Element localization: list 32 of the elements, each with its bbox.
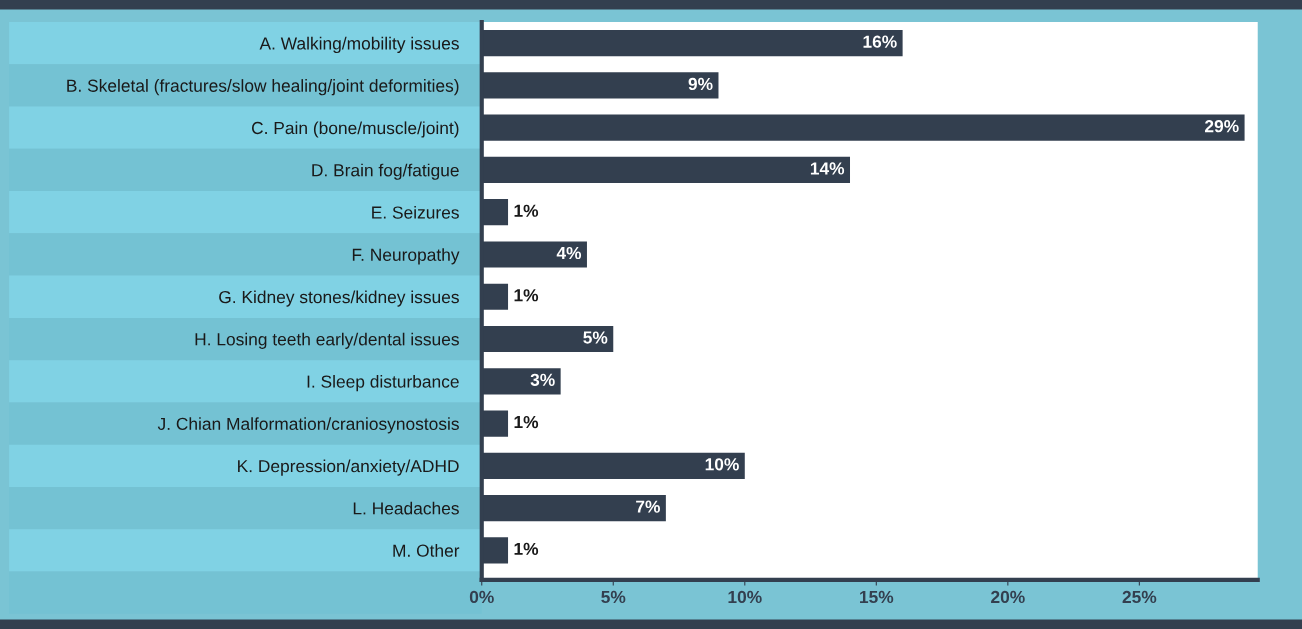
x-tick-label: 20% bbox=[991, 590, 1025, 604]
x-tick-label: 0% bbox=[469, 590, 494, 604]
y-tick-label: C. Pain (bone/muscle/joint) bbox=[251, 121, 459, 138]
data-label: 7% bbox=[636, 500, 660, 513]
data-label: 14% bbox=[810, 162, 845, 175]
y-tick-label: M. Other bbox=[393, 544, 460, 557]
y-tick-label: F. Neuropathy bbox=[352, 248, 460, 265]
x-tick-label: 5% bbox=[601, 590, 626, 604]
y-tick-label: I. Sleep disturbance bbox=[307, 374, 459, 392]
x-tick-label: 25% bbox=[1122, 590, 1157, 604]
data-label: 4% bbox=[556, 246, 582, 260]
y-tick-label: K. Depression/anxiety/ADHD bbox=[238, 459, 459, 476]
y-tick-label: D. Brain fog/fatigue bbox=[312, 163, 459, 180]
data-label: 3% bbox=[530, 373, 555, 386]
y-tick-label: J. Chian Malformation/craniosynostosis bbox=[157, 417, 459, 434]
data-label: 1% bbox=[514, 289, 539, 302]
data-label: 1% bbox=[514, 415, 539, 429]
y-tick-label: B. Skeletal (fractures/slow healing/joint deformities) bbox=[67, 79, 459, 96]
data-label: 5% bbox=[583, 331, 608, 344]
data-label: 1% bbox=[514, 204, 539, 217]
data-label: 9% bbox=[688, 77, 713, 91]
data-label: 29% bbox=[1205, 120, 1239, 133]
data-label: 1% bbox=[514, 542, 539, 555]
data-label: 10% bbox=[705, 458, 739, 471]
x-tick-label: 15% bbox=[860, 590, 894, 604]
data-label: 16% bbox=[863, 35, 897, 48]
y-tick-label: A. Walking/mobility issues bbox=[259, 36, 459, 54]
x-tick-label: 10% bbox=[728, 590, 762, 604]
y-tick-label: L. Headaches bbox=[353, 501, 459, 515]
y-tick-label: E. Seizures bbox=[372, 205, 459, 219]
y-tick-label: G. Kidney stones/kidney issues bbox=[219, 290, 459, 307]
y-tick-label: H. Losing teeth early/dental issues bbox=[195, 332, 459, 349]
